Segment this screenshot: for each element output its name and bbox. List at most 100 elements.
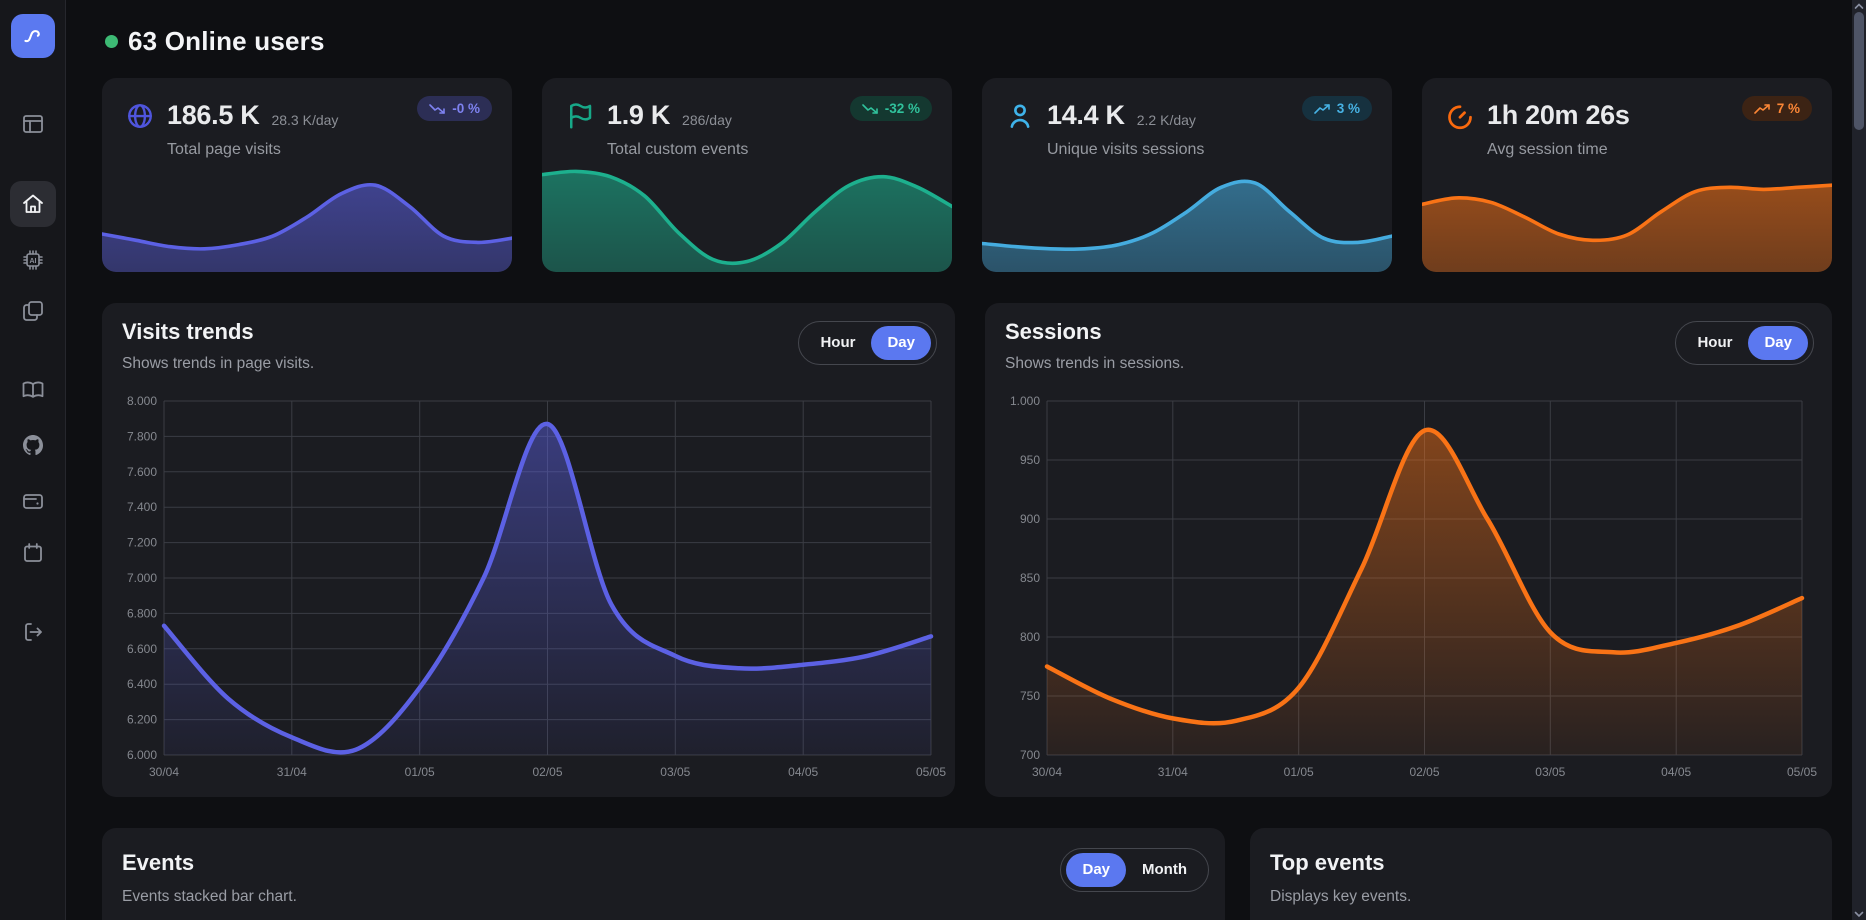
svg-text:02/05: 02/05 — [1409, 765, 1439, 779]
stat-rate: 28.3 K/day — [271, 111, 339, 128]
svg-text:7.600: 7.600 — [127, 465, 157, 479]
stat-label: Total page visits — [167, 141, 281, 158]
svg-text:6.000: 6.000 — [127, 748, 157, 762]
trend-badge-text: -0 % — [452, 101, 480, 116]
stat-card-top: 1h 20m 26s — [1422, 78, 1832, 131]
top-events-card: Top events Displays key events. — [1250, 828, 1832, 920]
visits-trends-chart: 6.000 6.200 6.400 6.600 6.800 7.000 7.200 7.400… — [127, 394, 946, 779]
copy-pages-icon — [23, 301, 43, 321]
trend-badge: -32 % — [849, 96, 932, 121]
stat-label: Total custom events — [607, 141, 749, 158]
timer-icon — [1445, 101, 1475, 131]
book-icon — [22, 381, 44, 398]
trend-badge: 7 % — [1741, 96, 1812, 121]
sessions-card: Sessions Shows trends in sessions. Hour … — [985, 303, 1832, 797]
svg-text:7.000: 7.000 — [127, 571, 157, 585]
svg-text:31/04: 31/04 — [1158, 765, 1188, 779]
online-status-dot — [105, 35, 118, 48]
stat-card-top: 186.5 K 28.3 K/day — [102, 78, 512, 131]
stat-card-unique-sessions: 14.4 K 2.2 K/day 3 % Unique visits sessi… — [982, 78, 1392, 272]
sidebar-item-calendar[interactable] — [21, 541, 45, 565]
github-icon — [23, 435, 44, 456]
stat-card-top: 14.4 K 2.2 K/day — [982, 78, 1392, 131]
svg-text:04/05: 04/05 — [1661, 765, 1691, 779]
interval-toggle: Day Month — [1060, 848, 1209, 892]
sessions-chart: 700 750 800 850 900 950 1.000 30/04 31/04 01/05 02… — [1010, 394, 1817, 779]
user-icon — [1005, 101, 1035, 131]
toggle-option-day[interactable]: Day — [1066, 853, 1127, 887]
online-users-header: 63 Online users — [105, 26, 325, 57]
trend-badge-text: 3 % — [1336, 101, 1360, 116]
trend-badge: -0 % — [417, 96, 492, 121]
sidebar-item-github[interactable] — [21, 433, 45, 457]
calendar-icon — [24, 543, 42, 562]
chart-subtitle: Shows trends in page visits. — [122, 355, 315, 372]
stat-card-custom-events: 1.9 K 286/day -32 % Total custom events — [542, 78, 952, 272]
sidebar-item-ai[interactable]: AI — [21, 248, 45, 272]
sidebar-item-logout[interactable] — [21, 620, 45, 644]
stat-value: 14.4 K — [1047, 100, 1125, 130]
chart-title: Sessions — [1005, 319, 1102, 344]
sidebar-item-home[interactable] — [10, 181, 56, 227]
scroll-up-icon[interactable] — [1853, 1, 1865, 11]
scroll-down-icon[interactable] — [1853, 909, 1865, 919]
logout-icon — [25, 623, 42, 641]
events-title: Events — [122, 850, 195, 875]
chart-title: Visits trends — [122, 319, 254, 344]
svg-text:05/05: 05/05 — [1787, 765, 1817, 779]
home-icon — [23, 194, 43, 213]
toggle-option-day[interactable]: Day — [1748, 326, 1808, 360]
svg-text:700: 700 — [1020, 748, 1040, 762]
sidebar: AI — [0, 0, 66, 920]
toggle-option-hour[interactable]: Hour — [820, 334, 856, 351]
sidebar-item-layout[interactable] — [21, 112, 45, 136]
svg-text:7.400: 7.400 — [127, 500, 157, 514]
stat-rate: 286/day — [682, 111, 732, 128]
scrollbar[interactable] — [1852, 0, 1866, 920]
interval-toggle: Hour Day — [1675, 321, 1814, 365]
app-logo[interactable] — [11, 14, 55, 58]
interval-toggle: Hour Day — [798, 321, 937, 365]
stat-label: Unique visits sessions — [1047, 141, 1205, 158]
svg-text:800: 800 — [1020, 630, 1040, 644]
toggle-option-month[interactable]: Month — [1142, 861, 1187, 878]
trend-badge-text: 7 % — [1776, 101, 1800, 116]
toggle-option-day[interactable]: Day — [871, 326, 931, 360]
sidebar-item-billing[interactable] — [21, 489, 45, 513]
visits-trends-card: Visits trends Shows trends in page visit… — [102, 303, 955, 797]
svg-text:04/05: 04/05 — [788, 765, 818, 779]
stat-value: 1.9 K — [607, 100, 671, 130]
svg-text:30/04: 30/04 — [149, 765, 179, 779]
events-card: Events Events stacked bar chart. Day Mon… — [102, 828, 1225, 920]
trend-down-icon — [861, 103, 878, 114]
svg-text:6.600: 6.600 — [127, 642, 157, 656]
stat-card-top: 1.9 K 286/day — [542, 78, 952, 131]
sparkline-chart — [982, 179, 1392, 272]
stat-card-page-visits: 186.5 K 28.3 K/day -0 % Total page visit… — [102, 78, 512, 272]
stat-rate: 2.2 K/day — [1136, 111, 1196, 128]
svg-text:900: 900 — [1020, 512, 1040, 526]
top-events-title: Top events — [1270, 850, 1385, 875]
scrollbar-thumb[interactable] — [1854, 12, 1864, 130]
sparkline-chart — [542, 169, 952, 272]
sparkline-chart — [1422, 183, 1832, 272]
chart-subtitle: Shows trends in sessions. — [1005, 355, 1185, 372]
toggle-option-hour[interactable]: Hour — [1697, 334, 1733, 351]
sidebar-item-pages[interactable] — [21, 299, 45, 323]
svg-text:03/05: 03/05 — [1535, 765, 1565, 779]
stat-label: Avg session time — [1487, 141, 1608, 158]
trend-badge-text: -32 % — [884, 101, 920, 116]
svg-text:31/04: 31/04 — [277, 765, 307, 779]
sidebar-item-docs[interactable] — [21, 378, 45, 402]
svg-text:6.200: 6.200 — [127, 713, 157, 727]
svg-text:01/05: 01/05 — [1284, 765, 1314, 779]
svg-text:03/05: 03/05 — [660, 765, 690, 779]
trend-up-icon — [1753, 103, 1770, 114]
svg-text:1.000: 1.000 — [1010, 394, 1040, 408]
svg-text:950: 950 — [1020, 453, 1040, 467]
page-title: 63 Online users — [128, 26, 325, 56]
svg-text:8.000: 8.000 — [127, 394, 157, 408]
svg-text:7.200: 7.200 — [127, 536, 157, 550]
flag-icon — [565, 101, 595, 131]
stat-value: 1h 20m 26s — [1487, 100, 1630, 130]
